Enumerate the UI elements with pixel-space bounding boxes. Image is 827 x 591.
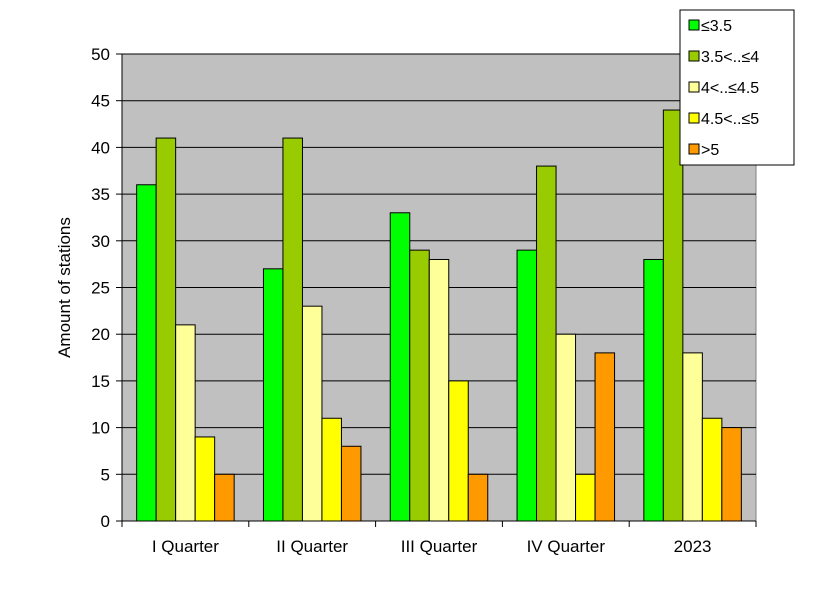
- y-tick-label: 50: [91, 45, 110, 64]
- x-tick-label: III Quarter: [401, 537, 478, 556]
- bars: [136, 109, 742, 522]
- legend-swatch: [688, 50, 700, 62]
- bar: [467, 473, 489, 522]
- legend-swatch: [688, 81, 700, 93]
- y-tick-label: 5: [101, 465, 110, 484]
- legend-label: 3.5<..≤4: [701, 49, 759, 66]
- bar: [516, 249, 538, 522]
- legend-label: >5: [701, 142, 719, 159]
- bar: [682, 352, 703, 522]
- y-tick-label: 15: [91, 372, 110, 391]
- y-tick-label: 10: [91, 419, 110, 438]
- bar: [389, 212, 411, 522]
- y-axis-title: Amount of stations: [55, 217, 74, 358]
- bar: [575, 473, 596, 522]
- plot-area: 0 5 10 15 20 25 30 35 40 45 50 I Quarter II Quarter…: [91, 45, 757, 556]
- bar: [301, 305, 323, 522]
- legend: ≤3.5 3.5<..≤4 4<..≤4.5 4.5<..≤5 >5: [679, 9, 795, 166]
- x-tick-label: 2023: [674, 537, 712, 556]
- bar: [701, 417, 723, 522]
- legend-label: 4.5<..≤5: [701, 111, 759, 128]
- bar: [536, 165, 557, 522]
- bar: [428, 258, 450, 522]
- y-tick-label: 25: [91, 279, 110, 298]
- bar: [321, 417, 342, 522]
- legend-label: ≤3.5: [701, 18, 732, 35]
- x-axis-ticks: I Quarter II Quarter III Quarter IV Quarter…: [121, 521, 757, 556]
- bar: [155, 137, 177, 522]
- bar: [643, 258, 664, 522]
- bar: [282, 137, 303, 522]
- x-tick-label: IV Quarter: [527, 537, 606, 556]
- y-tick-label: 45: [91, 92, 110, 111]
- legend-swatch: [688, 143, 700, 155]
- y-tick-label: 20: [91, 325, 110, 344]
- bar: [214, 473, 235, 522]
- bar: [340, 445, 362, 522]
- x-tick-label: I Quarter: [152, 537, 219, 556]
- bar: [555, 333, 577, 522]
- bar: [262, 268, 284, 522]
- y-tick-label: 0: [101, 512, 110, 531]
- y-axis-ticks: 0 5 10 15 20 25 30 35 40 45 50: [91, 45, 122, 531]
- legend-swatch: [688, 112, 700, 124]
- y-tick-label: 30: [91, 232, 110, 251]
- y-tick-label: 40: [91, 138, 110, 157]
- legend-swatch: [688, 19, 700, 31]
- bar: [409, 249, 430, 522]
- bar: [136, 184, 157, 522]
- bar: [662, 109, 684, 522]
- bar: [194, 436, 216, 522]
- bar: [175, 324, 196, 522]
- bar: [721, 427, 742, 522]
- legend-label: 4<..≤4.5: [701, 80, 759, 97]
- y-tick-label: 35: [91, 185, 110, 204]
- x-tick-label: II Quarter: [276, 537, 348, 556]
- bar: [448, 380, 469, 522]
- bar: [594, 352, 616, 522]
